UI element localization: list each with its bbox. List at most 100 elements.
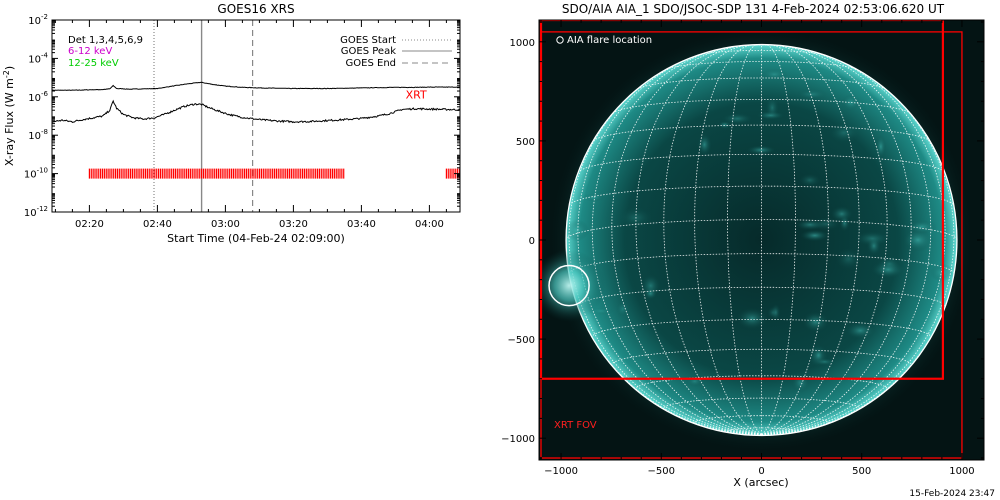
aia-flare-location-marker — [548, 264, 590, 307]
goes-series-group — [51, 81, 461, 124]
flare-glow — [539, 249, 606, 322]
xrt-coverage-ticks — [88, 168, 461, 179]
xrt-fov-label: XRT FOV — [554, 420, 597, 431]
legend-goes-peak: GOES Peak — [341, 46, 396, 57]
active-region-21 — [640, 274, 661, 298]
longitude-50 — [761, 46, 912, 435]
goes-title: GOES16 XRS — [217, 2, 294, 16]
aia-x-tick-label-3: 500 — [852, 466, 871, 477]
latitude-40 — [612, 99, 911, 114]
legend-12-25kev: 12-25 keV — [68, 58, 119, 69]
aia-xlabel: X (arcsec) — [733, 476, 788, 489]
aia-x-tick-label-4: 1000 — [949, 466, 974, 477]
active-region-33 — [721, 112, 754, 125]
longitude-60 — [761, 47, 932, 435]
y-tick-label-2: 10-8 — [28, 128, 48, 142]
active-region-0 — [902, 228, 934, 252]
aia-y-tick-label-4: 1000 — [510, 38, 535, 49]
aia-x-tick-label-0: −1000 — [544, 466, 578, 477]
active-region-22 — [615, 300, 630, 318]
active-region-5 — [798, 173, 821, 187]
x-tick-label-2: 03:00 — [211, 219, 240, 230]
y-tick-label-1: 10-10 — [24, 167, 48, 181]
active-region-30 — [876, 255, 903, 273]
longitude--10 — [727, 44, 762, 435]
active-region-14 — [566, 219, 590, 242]
footer-timestamp: 15-Feb-2024 23:47 — [909, 489, 995, 499]
x-tick-label-3: 03:20 — [279, 219, 308, 230]
goes-xlabel: Start Time (04-Feb-24 02:09:00) — [167, 232, 345, 245]
legend-goes-end: GOES End — [346, 58, 396, 69]
xrt-fov-boxes — [539, 20, 963, 459]
active-region-31 — [814, 358, 836, 366]
active-region-24 — [814, 348, 824, 362]
active-region-39 — [866, 236, 882, 256]
x-tick-label-5: 04:00 — [415, 219, 444, 230]
latitude-10 — [568, 185, 955, 206]
aia-image-area: XRT FOV AIA flare location — [539, 20, 984, 460]
solar-limb — [565, 43, 958, 437]
aia-y-tick-label-3: 500 — [516, 137, 535, 148]
goes-ylabel: X-ray Flux (W m-2) — [2, 66, 16, 166]
aia-x-tick-label-1: −500 — [648, 466, 675, 477]
active-region-28 — [697, 133, 712, 156]
aia-title: SDO/AIA AIA_1 SDO/JSOC-SDP 131 4-Feb-202… — [562, 2, 945, 16]
active-region-38 — [845, 321, 876, 340]
latitude-70 — [697, 50, 826, 56]
longitude--20 — [694, 44, 762, 435]
legend-goes-start: GOES Start — [340, 35, 396, 46]
longitude-80 — [761, 74, 955, 435]
legend-detectors: Det 1,3,4,5,6,9 — [68, 35, 143, 46]
y-tick-label-5: 10-2 — [28, 13, 48, 27]
legend-flare-marker — [556, 36, 564, 44]
goes-xrs-panel: GOES16 XRS 10-12 10-10 10-8 10-6 10-4 10-2 02:… — [2, 2, 461, 245]
aia-image-panel: SDO/AIA AIA_1 SDO/JSOC-SDP 131 4-Feb-202… — [501, 2, 985, 489]
aia-x-tick-label-2: 0 — [758, 466, 764, 477]
aia-axes: −1000 −500 0 500 1000 −1000 −500 0 500 1000 — [501, 20, 984, 477]
aia-y-tick-label-2: 0 — [529, 236, 535, 247]
longitude-40 — [761, 45, 888, 435]
active-region-10 — [839, 214, 850, 232]
longitude-30 — [761, 44, 860, 435]
y-tick-label-0: 10-12 — [24, 205, 48, 219]
active-region-15 — [835, 247, 862, 271]
active-region-37 — [796, 89, 828, 100]
active-region-40 — [809, 217, 842, 231]
xrt-annotation: XRT — [406, 89, 427, 102]
active-region-2 — [906, 219, 938, 234]
active-region-11 — [802, 311, 829, 333]
active-region-29 — [685, 375, 704, 387]
goes-event-lines — [153, 20, 254, 212]
goes-plot-frame — [51, 19, 461, 213]
y-tick-label-3: 10-6 — [28, 90, 48, 104]
xrt-fov-box-1 — [539, 20, 945, 380]
active-region-36 — [582, 193, 606, 202]
legend-6-12kev: 6-12 keV — [68, 46, 112, 57]
x-tick-label-1: 02:40 — [143, 219, 172, 230]
active-region-32 — [770, 303, 781, 322]
active-region-7 — [736, 307, 768, 330]
longitude--30 — [663, 44, 762, 435]
x-tick-label-4: 03:40 — [347, 219, 376, 230]
active-region-1 — [828, 122, 860, 144]
longitude--50 — [611, 46, 762, 435]
legend-flare-location: AIA flare location — [567, 35, 652, 46]
longitude-20 — [761, 44, 829, 435]
longitude-10 — [761, 44, 796, 435]
series-long — [51, 81, 460, 91]
longitude--60 — [591, 47, 762, 435]
goes-axes: 10-12 10-10 10-8 10-6 10-4 10-2 02:20 02:40 03:0… — [24, 13, 460, 230]
aia-y-tick-label-1: −500 — [508, 335, 535, 346]
x-tick-label-0: 02:20 — [75, 219, 104, 230]
longitude--40 — [635, 45, 762, 435]
y-tick-label-4: 10-4 — [28, 51, 48, 65]
active-region-34 — [717, 120, 732, 129]
active-region-35 — [746, 145, 776, 155]
latitude-0 — [566, 219, 957, 241]
active-region-3 — [875, 134, 887, 159]
active-region-41 — [760, 68, 788, 81]
active-region-16 — [765, 96, 780, 120]
active-region-6 — [841, 93, 861, 112]
active-region-20 — [800, 229, 830, 242]
